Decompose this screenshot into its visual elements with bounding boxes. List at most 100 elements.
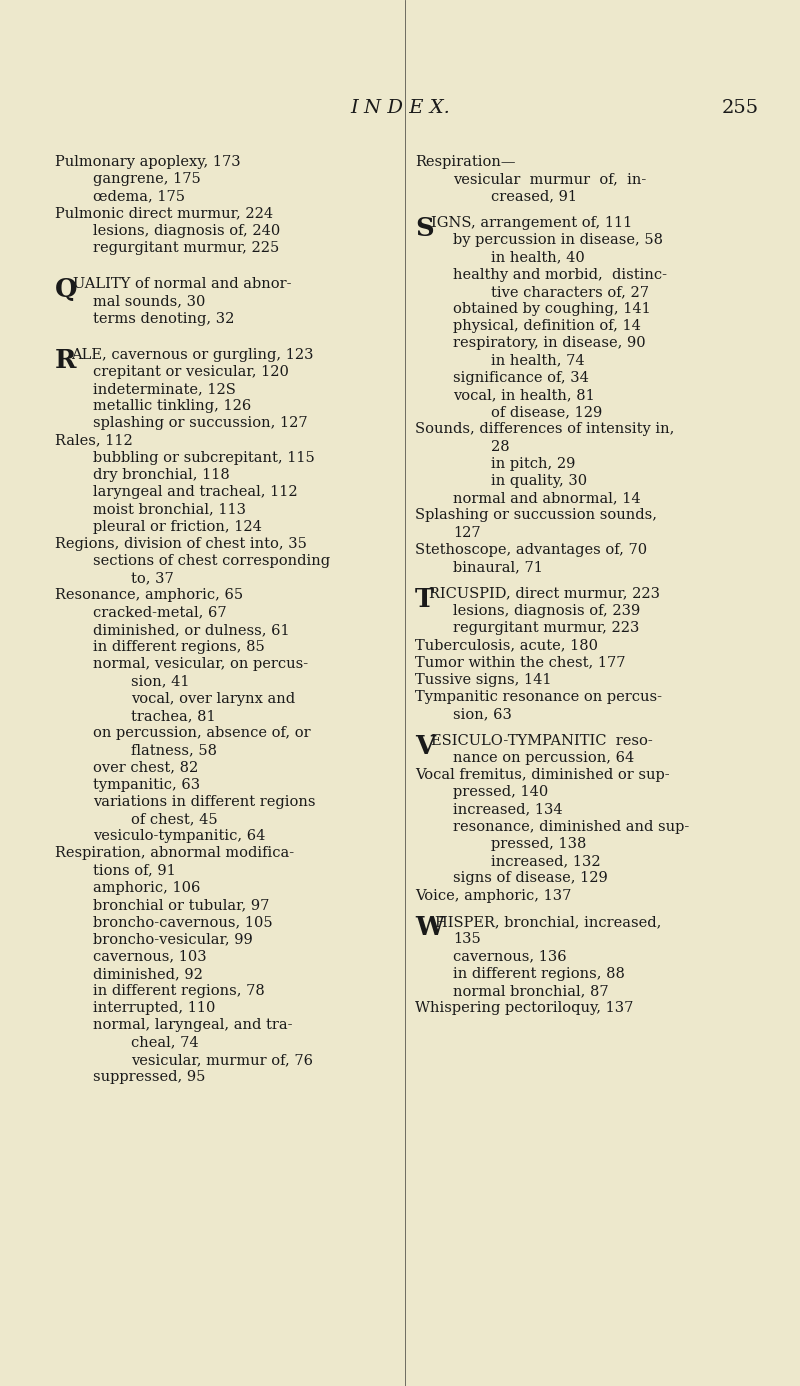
- Text: 255: 255: [722, 98, 758, 116]
- Text: binaural, 71: binaural, 71: [453, 560, 543, 574]
- Text: Whispering pectoriloquy, 137: Whispering pectoriloquy, 137: [415, 1001, 634, 1015]
- Text: ESICULO-TYMPANITIC  reso-: ESICULO-TYMPANITIC reso-: [431, 733, 653, 748]
- Text: T: T: [415, 586, 434, 611]
- Text: I N D E X.: I N D E X.: [350, 98, 450, 116]
- Text: RICUSPID, direct murmur, 223: RICUSPID, direct murmur, 223: [429, 586, 660, 600]
- Text: Respiration, abnormal modifica-: Respiration, abnormal modifica-: [55, 847, 294, 861]
- Text: ALE, cavernous or gurgling, 123: ALE, cavernous or gurgling, 123: [71, 348, 314, 362]
- Text: increased, 132: increased, 132: [491, 854, 601, 868]
- Text: vesiculo-tympanitic, 64: vesiculo-tympanitic, 64: [93, 829, 266, 843]
- Text: creased, 91: creased, 91: [491, 190, 577, 204]
- Text: regurgitant murmur, 223: regurgitant murmur, 223: [453, 621, 639, 635]
- Text: signs of disease, 129: signs of disease, 129: [453, 872, 608, 886]
- Text: nance on percussion, 64: nance on percussion, 64: [453, 751, 634, 765]
- Text: tions of, 91: tions of, 91: [93, 863, 176, 877]
- Text: œdema, 175: œdema, 175: [93, 190, 185, 204]
- Text: interrupted, 110: interrupted, 110: [93, 1001, 215, 1015]
- Text: Pulmonary apoplexy, 173: Pulmonary apoplexy, 173: [55, 155, 241, 169]
- Text: of chest, 45: of chest, 45: [131, 812, 218, 826]
- Text: in health, 40: in health, 40: [491, 251, 585, 265]
- Text: broncho-vesicular, 99: broncho-vesicular, 99: [93, 933, 253, 947]
- Text: splashing or succussion, 127: splashing or succussion, 127: [93, 416, 308, 431]
- Text: 135: 135: [453, 933, 481, 947]
- Text: laryngeal and tracheal, 112: laryngeal and tracheal, 112: [93, 485, 298, 499]
- Text: metallic tinkling, 126: metallic tinkling, 126: [93, 399, 251, 413]
- Text: sections of chest corresponding: sections of chest corresponding: [93, 554, 330, 568]
- Text: Splashing or succussion sounds,: Splashing or succussion sounds,: [415, 509, 657, 523]
- Text: lesions, diagnosis of, 239: lesions, diagnosis of, 239: [453, 604, 640, 618]
- Text: bronchial or tubular, 97: bronchial or tubular, 97: [93, 898, 270, 912]
- Text: Vocal fremitus, diminished or sup-: Vocal fremitus, diminished or sup-: [415, 768, 670, 782]
- Text: R: R: [55, 348, 77, 373]
- Text: Stethoscope, advantages of, 70: Stethoscope, advantages of, 70: [415, 543, 647, 557]
- Text: vesicular  murmur  of,  in-: vesicular murmur of, in-: [453, 172, 646, 186]
- Text: indeterminate, 12S: indeterminate, 12S: [93, 383, 236, 396]
- Text: W: W: [415, 915, 444, 940]
- Text: Q: Q: [55, 277, 78, 302]
- Text: normal, laryngeal, and tra-: normal, laryngeal, and tra-: [93, 1019, 293, 1033]
- Text: gangrene, 175: gangrene, 175: [93, 172, 201, 186]
- Text: terms denoting, 32: terms denoting, 32: [93, 312, 234, 326]
- Text: diminished, 92: diminished, 92: [93, 967, 203, 981]
- Text: cavernous, 136: cavernous, 136: [453, 949, 566, 963]
- Text: sion, 41: sion, 41: [131, 675, 190, 689]
- Text: Resonance, amphoric, 65: Resonance, amphoric, 65: [55, 589, 243, 603]
- Text: moist bronchial, 113: moist bronchial, 113: [93, 503, 246, 517]
- Text: trachea, 81: trachea, 81: [131, 708, 216, 723]
- Text: vocal, over larynx and: vocal, over larynx and: [131, 692, 295, 705]
- Text: significance of, 34: significance of, 34: [453, 371, 589, 385]
- Text: Rales, 112: Rales, 112: [55, 434, 133, 448]
- Text: normal, vesicular, on percus-: normal, vesicular, on percus-: [93, 657, 308, 671]
- Text: physical, definition of, 14: physical, definition of, 14: [453, 319, 641, 333]
- Text: pressed, 138: pressed, 138: [491, 837, 586, 851]
- Text: normal and abnormal, 14: normal and abnormal, 14: [453, 491, 641, 506]
- Text: 28: 28: [491, 439, 510, 453]
- Text: IGNS, arrangement of, 111: IGNS, arrangement of, 111: [431, 216, 632, 230]
- Text: Sounds, differences of intensity in,: Sounds, differences of intensity in,: [415, 423, 674, 437]
- Text: bubbling or subcrepitant, 115: bubbling or subcrepitant, 115: [93, 450, 314, 464]
- Text: vocal, in health, 81: vocal, in health, 81: [453, 388, 594, 402]
- Text: crepitant or vesicular, 120: crepitant or vesicular, 120: [93, 365, 289, 378]
- Text: in quality, 30: in quality, 30: [491, 474, 587, 488]
- Text: in different regions, 85: in different regions, 85: [93, 640, 265, 654]
- Text: in different regions, 88: in different regions, 88: [453, 967, 625, 981]
- Text: Pulmonic direct murmur, 224: Pulmonic direct murmur, 224: [55, 207, 273, 220]
- Text: flatness, 58: flatness, 58: [131, 743, 217, 757]
- Text: S: S: [415, 216, 434, 241]
- Text: mal sounds, 30: mal sounds, 30: [93, 294, 206, 308]
- Text: in health, 74: in health, 74: [491, 353, 585, 367]
- Text: resonance, diminished and sup-: resonance, diminished and sup-: [453, 819, 690, 834]
- Text: cavernous, 103: cavernous, 103: [93, 949, 206, 963]
- Text: obtained by coughing, 141: obtained by coughing, 141: [453, 302, 650, 316]
- Text: Voice, amphoric, 137: Voice, amphoric, 137: [415, 888, 571, 902]
- Text: diminished, or dulness, 61: diminished, or dulness, 61: [93, 622, 290, 636]
- Text: in pitch, 29: in pitch, 29: [491, 457, 575, 471]
- Text: over chest, 82: over chest, 82: [93, 761, 198, 775]
- Text: cheal, 74: cheal, 74: [131, 1035, 198, 1049]
- Text: Respiration—: Respiration—: [415, 155, 515, 169]
- Text: normal bronchial, 87: normal bronchial, 87: [453, 984, 609, 998]
- Text: amphoric, 106: amphoric, 106: [93, 881, 200, 895]
- Text: by percussion in disease, 58: by percussion in disease, 58: [453, 233, 663, 247]
- Text: Tussive signs, 141: Tussive signs, 141: [415, 672, 551, 686]
- Text: V: V: [415, 733, 435, 758]
- Text: sion, 63: sion, 63: [453, 707, 512, 721]
- Text: HISPER, bronchial, increased,: HISPER, bronchial, increased,: [435, 915, 662, 929]
- Text: dry bronchial, 118: dry bronchial, 118: [93, 468, 230, 482]
- Text: UALITY of normal and abnor-: UALITY of normal and abnor-: [73, 277, 291, 291]
- Text: healthy and morbid,  distinc-: healthy and morbid, distinc-: [453, 267, 667, 281]
- Text: cracked-metal, 67: cracked-metal, 67: [93, 606, 226, 620]
- Text: suppressed, 95: suppressed, 95: [93, 1070, 206, 1084]
- Text: 127: 127: [453, 525, 481, 539]
- Text: respiratory, in disease, 90: respiratory, in disease, 90: [453, 337, 646, 351]
- Text: vesicular, murmur of, 76: vesicular, murmur of, 76: [131, 1053, 313, 1067]
- Text: regurgitant murmur, 225: regurgitant murmur, 225: [93, 241, 279, 255]
- Text: to, 37: to, 37: [131, 571, 174, 585]
- Text: pressed, 140: pressed, 140: [453, 786, 548, 800]
- Text: lesions, diagnosis of, 240: lesions, diagnosis of, 240: [93, 223, 280, 238]
- Text: Tuberculosis, acute, 180: Tuberculosis, acute, 180: [415, 639, 598, 653]
- Text: Tumor within the chest, 177: Tumor within the chest, 177: [415, 656, 626, 669]
- Text: pleural or friction, 124: pleural or friction, 124: [93, 520, 262, 534]
- Text: on percussion, absence of, or: on percussion, absence of, or: [93, 726, 310, 740]
- Text: in different regions, 78: in different regions, 78: [93, 984, 265, 998]
